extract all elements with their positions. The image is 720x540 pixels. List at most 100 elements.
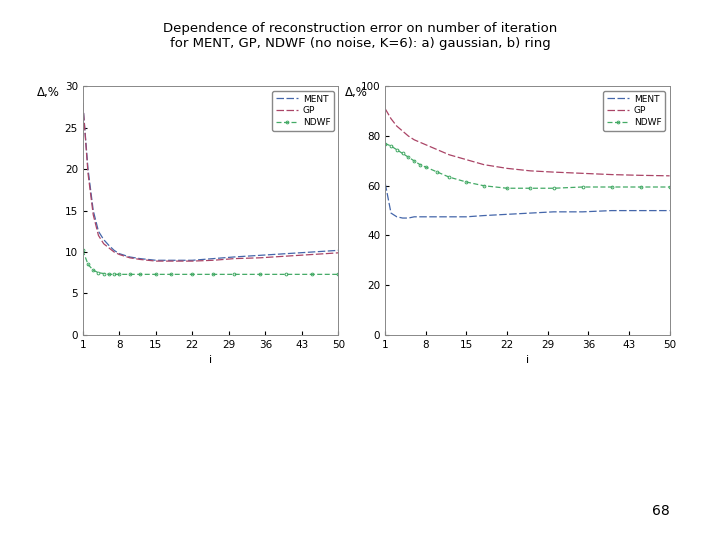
MENT [84, 166, 92, 172]
Line: NDWF: NDWF [384, 142, 671, 190]
NDWF [480, 183, 488, 189]
GP [167, 258, 176, 265]
GP [334, 249, 343, 256]
MENT [99, 237, 108, 243]
Line: GP: GP [385, 109, 670, 176]
NDWF [392, 146, 401, 153]
GP [433, 146, 442, 153]
NDWF [230, 271, 238, 278]
GP [387, 116, 395, 122]
NDWF [282, 271, 291, 278]
MENT [125, 254, 134, 260]
GP [136, 256, 145, 262]
X-axis label: i: i [209, 355, 212, 365]
MENT [115, 251, 124, 257]
NDWF [78, 247, 87, 254]
MENT [109, 247, 118, 254]
MENT [78, 100, 87, 106]
MENT [230, 254, 238, 260]
MENT [387, 210, 395, 217]
GP [404, 133, 413, 139]
MENT [445, 213, 454, 220]
NDWF [462, 179, 471, 185]
GP [282, 253, 291, 259]
Text: Δ,%: Δ,% [346, 86, 368, 99]
GP [445, 151, 454, 158]
MENT [665, 207, 674, 214]
MENT [282, 251, 291, 257]
MENT [421, 213, 430, 220]
NDWF [84, 261, 92, 268]
NDWF [334, 271, 343, 278]
MENT [415, 213, 424, 220]
NDWF [404, 154, 413, 160]
MENT [136, 255, 145, 262]
MENT [578, 208, 587, 215]
NDWF [99, 271, 108, 277]
GP [392, 123, 401, 130]
NDWF [398, 150, 407, 157]
MENT [526, 210, 535, 217]
MENT [636, 207, 645, 214]
GP [230, 255, 238, 262]
MENT [480, 212, 488, 219]
Text: 68: 68 [652, 504, 670, 518]
MENT [167, 257, 176, 264]
NDWF [549, 185, 558, 192]
Legend: MENT, GP, NDWF: MENT, GP, NDWF [272, 91, 334, 131]
GP [109, 249, 118, 255]
GP [151, 258, 160, 265]
GP [578, 170, 587, 177]
NDWF [387, 143, 395, 149]
MENT [392, 213, 401, 220]
NDWF [308, 271, 317, 278]
MENT [410, 213, 418, 220]
GP [84, 170, 92, 177]
GP [89, 212, 97, 218]
MENT [398, 215, 407, 221]
X-axis label: i: i [526, 355, 529, 365]
NDWF [109, 271, 118, 278]
GP [398, 128, 407, 134]
MENT [94, 228, 103, 234]
MENT [209, 255, 217, 262]
GP [381, 105, 390, 112]
NDWF [381, 140, 390, 147]
MENT [433, 213, 442, 220]
Text: Dependence of reconstruction error on number of iteration
for MENT, GP, NDWF (no: Dependence of reconstruction error on nu… [163, 22, 557, 50]
Legend: MENT, GP, NDWF: MENT, GP, NDWF [603, 91, 665, 131]
MENT [89, 207, 97, 214]
NDWF [136, 271, 145, 278]
MENT [503, 211, 511, 218]
GP [462, 157, 471, 163]
NDWF [415, 161, 424, 168]
Line: MENT: MENT [385, 183, 670, 218]
GP [256, 254, 264, 261]
MENT [334, 247, 343, 254]
GP [115, 251, 124, 258]
Line: MENT: MENT [83, 103, 338, 260]
NDWF [188, 271, 197, 278]
NDWF [125, 271, 134, 278]
NDWF [665, 184, 674, 190]
GP [125, 254, 134, 261]
GP [188, 258, 197, 265]
NDWF [410, 158, 418, 164]
MENT [151, 257, 160, 264]
NDWF [433, 169, 442, 176]
GP [607, 171, 616, 178]
NDWF [167, 271, 176, 278]
NDWF [104, 271, 113, 278]
Line: GP: GP [83, 103, 338, 261]
NDWF [526, 185, 535, 192]
NDWF [578, 184, 587, 190]
MENT [104, 242, 113, 248]
NDWF [115, 271, 124, 278]
MENT [308, 249, 317, 255]
MENT [462, 213, 471, 220]
MENT [607, 207, 616, 214]
GP [410, 137, 418, 143]
Line: NDWF: NDWF [81, 249, 340, 276]
GP [94, 232, 103, 239]
GP [526, 167, 535, 174]
